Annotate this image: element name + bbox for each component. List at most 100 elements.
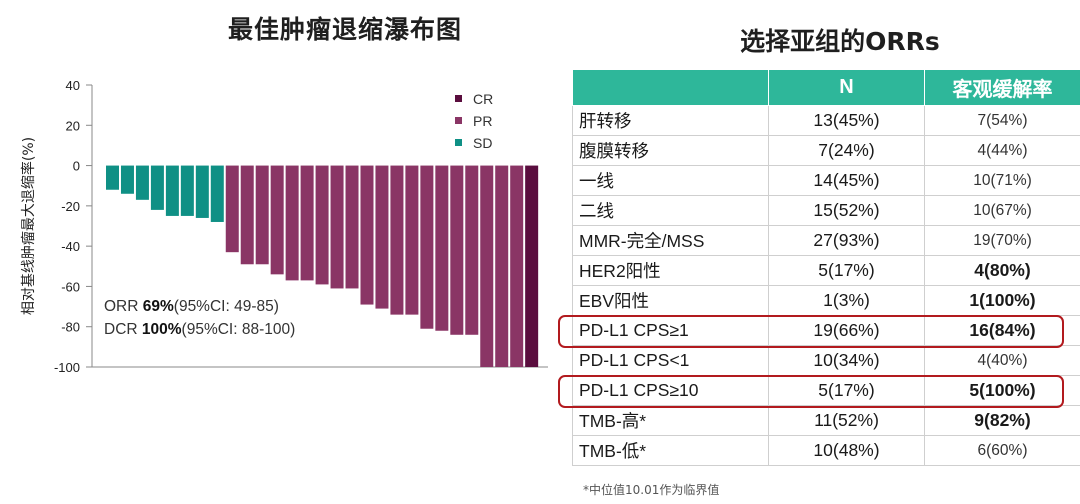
stat-annotation: ORR 69%(95%CI: 49-85): [104, 298, 279, 315]
orr-value: 4(44%): [924, 135, 1080, 166]
subgroup-label: 二线: [572, 195, 769, 226]
n-value: 14(45%): [768, 165, 925, 196]
waterfall-bar: [300, 165, 314, 281]
orr-value: 19(70%): [924, 225, 1080, 256]
legend-swatch: [455, 117, 462, 124]
stat-annotation: DCR 100%(95%CI: 88-100): [104, 321, 295, 338]
legend-label: CR: [473, 91, 493, 107]
y-axis-label: 相对基线肿瘤最大退缩率(%): [20, 137, 37, 315]
legend-label: SD: [473, 135, 492, 151]
waterfall-bar: [525, 165, 539, 367]
orr-value: 9(82%): [924, 405, 1080, 436]
orr-value: 10(71%): [924, 165, 1080, 196]
waterfall-bar: [225, 165, 239, 253]
highlight-box: [558, 374, 1064, 408]
waterfall-bar: [420, 165, 434, 329]
orr-value: 4(80%): [924, 255, 1080, 286]
waterfall-bar: [106, 165, 119, 190]
orr-value: 10(67%): [924, 195, 1080, 226]
waterfall-bar: [480, 165, 494, 367]
table-title: 选择亚组的ORRs: [740, 27, 940, 56]
waterfall-bar: [345, 165, 359, 289]
y-tick-label: -80: [61, 320, 80, 335]
orr-value: 4(40%): [924, 345, 1080, 376]
waterfall-bar: [195, 165, 209, 218]
subgroup-label: EBV阳性: [572, 285, 769, 316]
n-value: 7(24%): [768, 135, 925, 166]
table-row: TMB-低* 10(48%) 6(60%): [572, 435, 1080, 466]
waterfall-bar: [465, 165, 479, 335]
y-tick-label: -40: [61, 239, 80, 254]
waterfall-bar: [315, 165, 329, 285]
n-value: 27(93%): [768, 225, 925, 256]
n-value: 10(48%): [768, 435, 925, 466]
table-row: 腹膜转移 7(24%) 4(44%): [572, 135, 1080, 166]
subgroup-label: PD-L1 CPS≥10: [572, 375, 769, 406]
subgroup-label: TMB-低*: [572, 435, 769, 466]
waterfall-bar: [510, 165, 524, 367]
n-value: 11(52%): [768, 405, 925, 436]
highlight-box: [558, 314, 1064, 348]
waterfall-bar: [240, 165, 254, 265]
table-row: 二线 15(52%) 10(67%): [572, 195, 1080, 226]
n-value: 5(17%): [768, 375, 925, 406]
waterfall-chart: 40 20 0 -20 -40 -60 -80 -100 相对基线肿瘤最大退缩率(%) CR PR S…: [20, 78, 548, 375]
waterfall-bar: [150, 165, 164, 210]
table-row: 一线 14(45%) 10(71%): [572, 165, 1080, 196]
y-tick-label: -60: [61, 279, 80, 294]
n-value: 1(3%): [768, 285, 925, 316]
subgroup-label: MMR-完全/MSS: [572, 225, 769, 256]
waterfall-bar: [120, 165, 134, 194]
y-tick-label: 0: [73, 159, 80, 174]
y-tick-label: -100: [54, 360, 80, 375]
table-row: PD-L1 CPS≥1 19(66%) 16(84%): [572, 315, 1080, 346]
waterfall-bar: [270, 165, 284, 275]
waterfall-bar: [210, 165, 224, 222]
table-row: MMR-完全/MSS 27(93%) 19(70%): [572, 225, 1080, 256]
subgroup-label: 腹膜转移: [572, 135, 769, 166]
subgroup-label: TMB-高*: [572, 405, 769, 436]
orr-value: 16(84%): [924, 315, 1080, 346]
table-row: HER2阳性 5(17%) 4(80%): [572, 255, 1080, 286]
orr-value: 6(60%): [924, 435, 1080, 466]
subgroup-label: HER2阳性: [572, 255, 769, 286]
footnote: *中位值10.01作为临界值: [583, 483, 720, 497]
n-value: 15(52%): [768, 195, 925, 226]
waterfall-bar: [180, 165, 194, 216]
table-row: TMB-高* 11(52%) 9(82%): [572, 405, 1080, 436]
waterfall-bar: [435, 165, 449, 331]
waterfall-bar: [405, 165, 419, 315]
orr-value: 1(100%): [924, 285, 1080, 316]
subgroup-label: 肝转移: [572, 105, 769, 136]
y-tick-label: 20: [66, 118, 80, 133]
table-row: EBV阳性 1(3%) 1(100%): [572, 285, 1080, 316]
waterfall-bar: [165, 165, 179, 216]
legend-swatch: [455, 139, 462, 146]
header-subgroup: [572, 69, 769, 106]
subgroup-label: 一线: [572, 165, 769, 196]
legend-swatch: [455, 95, 462, 102]
header-orr: 客观缓解率: [924, 69, 1080, 106]
table-header-row: N 客观缓解率: [572, 69, 1080, 106]
chart-title: 最佳肿瘤退缩瀑布图: [227, 15, 462, 44]
subgroup-label: PD-L1 CPS<1: [572, 345, 769, 376]
waterfall-bar: [255, 165, 269, 265]
table-row: 肝转移 13(45%) 7(54%): [572, 105, 1080, 136]
orr-subgroup-table: N 客观缓解率 肝转移 13(45%) 7(54%) 腹膜转移 7(24%) 4(44%)…: [572, 69, 1080, 466]
waterfall-bar: [390, 165, 404, 315]
table-row: PD-L1 CPS<1 10(34%) 4(40%): [572, 345, 1080, 376]
waterfall-bar: [360, 165, 374, 305]
n-value: 13(45%): [768, 105, 925, 136]
waterfall-bar: [330, 165, 344, 289]
n-value: 5(17%): [768, 255, 925, 286]
y-tick-label: -20: [61, 199, 80, 214]
orr-value: 7(54%): [924, 105, 1080, 136]
legend-label: PR: [473, 113, 492, 129]
waterfall-bar: [285, 165, 299, 281]
y-tick-label: 40: [66, 78, 80, 93]
waterfall-bar: [135, 165, 149, 200]
n-value: 10(34%): [768, 345, 925, 376]
waterfall-bar: [495, 165, 509, 367]
waterfall-bar: [450, 165, 464, 335]
waterfall-bar: [375, 165, 389, 309]
